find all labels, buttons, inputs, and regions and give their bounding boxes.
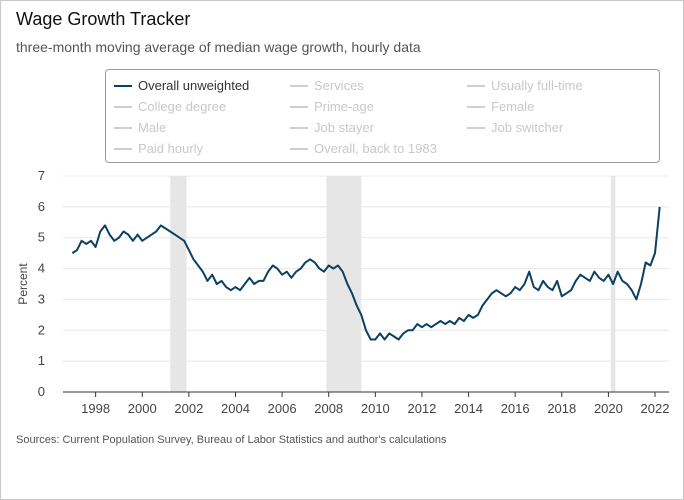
y-tick-label: 5 [38, 230, 45, 245]
legend-label: Services [314, 78, 364, 93]
x-tick-label: 2018 [547, 401, 576, 416]
x-tick-label: 2016 [501, 401, 530, 416]
legend-label: College degree [138, 99, 227, 114]
legend-item-overall-unweighted[interactable]: Overall unweighted [114, 78, 249, 93]
x-tick-label: 2022 [641, 401, 670, 416]
legend-item-usually-full-time[interactable]: Usually full-time [467, 78, 583, 93]
legend-label: Paid hourly [138, 141, 204, 156]
y-tick-labels: 0 1 2 3 4 5 6 7 [38, 168, 45, 399]
legend-label: Male [138, 120, 167, 135]
chart-plot: 0 1 2 3 4 5 6 7 1998 2000 2002 2004 2006 2008 2010 201… [16, 168, 669, 416]
legend-swatch [114, 84, 132, 87]
y-axis-label: Percent [16, 263, 30, 305]
legend-label: Overall unweighted [138, 78, 250, 93]
recession-bands [170, 176, 616, 392]
legend-swatch [290, 84, 308, 87]
legend-swatch [290, 147, 308, 150]
legend-item-overall-back-to-1983[interactable]: Overall, back to 1983 [290, 141, 437, 156]
series-line [71, 206, 661, 341]
y-tick-label: 2 [38, 322, 45, 337]
legend-item-job-stayer[interactable]: Job stayer [290, 120, 374, 135]
legend-swatch [467, 84, 485, 87]
x-tick-label: 2006 [268, 401, 297, 416]
series-group [71, 206, 661, 341]
legend-item-male[interactable]: Male [114, 120, 166, 135]
legend-swatch [290, 126, 308, 129]
x-tick-label: 2014 [454, 401, 483, 416]
legend-label: Prime-age [314, 99, 374, 114]
legend-label: Usually full-time [491, 78, 583, 93]
legend: Overall unweighted Services Usually full… [105, 69, 660, 163]
x-tick-label: 2012 [407, 401, 436, 416]
source-note: Sources: Current Population Survey, Bure… [16, 434, 447, 446]
y-tick-label: 4 [38, 261, 45, 276]
x-tick-labels: 1998 2000 2002 2004 2006 2008 2010 2012 2014 2016… [81, 392, 669, 416]
legend-item-paid-hourly[interactable]: Paid hourly [114, 141, 203, 156]
x-tick-label: 2002 [174, 401, 203, 416]
legend-item-job-switcher[interactable]: Job switcher [467, 120, 563, 135]
chart-title: Wage Growth Tracker [16, 9, 191, 29]
gridlines [63, 175, 669, 362]
x-tick-label: 2000 [128, 401, 157, 416]
legend-item-female[interactable]: Female [467, 99, 534, 114]
legend-item-college-degree[interactable]: College degree [114, 99, 226, 114]
legend-swatch [467, 105, 485, 108]
legend-swatch [114, 105, 132, 108]
legend-label: Job stayer [314, 120, 374, 135]
legend-label: Overall, back to 1983 [314, 141, 437, 156]
x-tick-label: 2020 [594, 401, 623, 416]
y-tick-label: 0 [38, 384, 45, 399]
y-tick-label: 3 [38, 291, 45, 306]
legend-swatch [467, 126, 485, 129]
x-tick-label: 1998 [81, 401, 110, 416]
chart-subtitle: three-month moving average of median wag… [16, 39, 421, 55]
legend-item-services[interactable]: Services [290, 78, 364, 93]
y-tick-label: 1 [38, 353, 45, 368]
x-tick-label: 2004 [221, 401, 250, 416]
legend-item-prime-age[interactable]: Prime-age [290, 99, 374, 114]
x-tick-label: 2010 [361, 401, 390, 416]
legend-swatch [290, 105, 308, 108]
legend-swatch [114, 126, 132, 129]
legend-label: Job switcher [491, 120, 564, 135]
recession-band [326, 176, 362, 392]
legend-label: Female [491, 99, 535, 114]
recession-band [170, 176, 187, 392]
legend-swatch [114, 147, 132, 150]
y-tick-label: 7 [38, 168, 45, 183]
x-tick-label: 2008 [314, 401, 343, 416]
y-tick-label: 6 [38, 199, 45, 214]
